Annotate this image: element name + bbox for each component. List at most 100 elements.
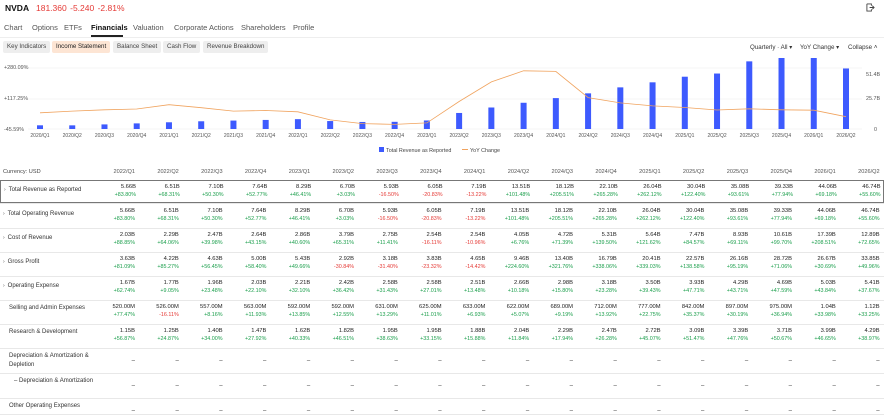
cell-yoy-change: +93.61%	[727, 192, 750, 198]
cell-value: 1.82B	[338, 328, 354, 334]
cell-value: 633.00M	[462, 304, 486, 310]
cell-yoy-change: +46.51%	[332, 336, 354, 342]
subtab-balance-sheet[interactable]: Balance Sheet	[113, 41, 162, 53]
cell-empty: –	[350, 408, 354, 414]
cell-yoy-change: -23.32%	[421, 264, 442, 270]
tab-profile[interactable]: Profile	[293, 23, 315, 32]
cell-yoy-change: +26.28%	[595, 336, 617, 342]
cell-yoy-change: +43.15%	[244, 240, 267, 246]
expand-chevron-icon[interactable]: ›	[3, 211, 5, 217]
x-axis-label: 2024/Q1	[546, 133, 565, 139]
cell-yoy-change: +84.57%	[682, 240, 705, 246]
cell-value: 4.29B	[864, 328, 880, 334]
cell-value: 39.33B	[774, 184, 793, 190]
chevron-down-icon: ▾	[789, 44, 793, 51]
change-mode-selector[interactable]: YoY Change ▾	[800, 44, 839, 51]
cell-value: 1.88B	[470, 328, 486, 334]
table-row[interactable]: › Total Operating Revenue 5.66B +83.80% 6.51…	[0, 205, 884, 228]
cell-yoy-change: +68.31%	[157, 216, 179, 222]
revenue-bar	[391, 121, 398, 129]
cell-value: 7.10B	[208, 184, 224, 190]
cell-yoy-change: +40.60%	[288, 240, 311, 246]
cell-yoy-change: +33.98%	[814, 312, 836, 318]
table-row[interactable]: Other Operating Expenses – – – – – – – – – – – – – – – –…	[0, 399, 884, 414]
tab-etfs[interactable]: ETFs	[64, 23, 82, 32]
tab-options[interactable]: Options	[32, 23, 58, 32]
cell-yoy-change: +24.87%	[157, 336, 179, 342]
cell-yoy-change: +37.67%	[858, 288, 880, 294]
expand-chevron-icon[interactable]: ›	[3, 259, 5, 265]
cell-value: 1.04B	[820, 304, 836, 310]
cell-yoy-change: +122.40%	[680, 192, 706, 198]
table-row[interactable]: Research & Development 1.15B +56.87% 1.25B +…	[0, 325, 884, 348]
cell-yoy-change: -13.22%	[465, 216, 486, 222]
subtab-revenue-breakdown[interactable]: Revenue Breakdown	[203, 41, 269, 53]
cell-value: 33.85B	[861, 256, 880, 262]
subtab-cash-flow[interactable]: Cash Flow	[163, 41, 201, 53]
row-label-text: Total Revenue as Reported	[8, 187, 82, 193]
table-row[interactable]: – Depreciation & Amortization – – – – – – – – – – –…	[0, 374, 884, 398]
tab-financials[interactable]: Financials	[91, 23, 128, 32]
expand-chevron-icon[interactable]: ›	[3, 235, 5, 241]
cell-value: 35.08B	[729, 208, 749, 214]
cell-yoy-change: +64.06%	[157, 240, 179, 246]
table-row[interactable]: Selling and Admin Expenses 520.00M +77.47%…	[0, 301, 884, 324]
column-header: 2024/Q3	[551, 169, 573, 175]
table-row[interactable]: › Total Revenue as Reported 5.66B +83.80% 6.…	[0, 180, 884, 203]
table-row[interactable]: Depreciation & Amortization & Depletion –…	[0, 349, 884, 373]
cell-empty: –	[613, 383, 617, 389]
tab-corporate-actions[interactable]: Corporate Actions	[174, 23, 234, 32]
cell-value: 592.00M	[287, 304, 311, 310]
cell-yoy-change: +47.71%	[682, 288, 705, 294]
cell-empty: –	[832, 383, 836, 389]
cell-value: 1.15B	[119, 328, 135, 334]
cell-yoy-change: +55.60%	[859, 192, 881, 198]
cell-empty: –	[175, 383, 179, 389]
subtab-income-statement[interactable]: Income Statement	[52, 41, 111, 53]
cell-yoy-change: +138.58%	[679, 264, 705, 270]
cell-yoy-change: +262.12%	[637, 192, 662, 198]
cell-value: 1.96B	[207, 280, 223, 286]
table-row[interactable]: › Cost of Revenue 2.03B +88.85% 2.29B +64.06%…	[0, 229, 884, 252]
cell-value: 1.62B	[295, 328, 311, 334]
left-axis-tick-top: +280.09%	[4, 65, 29, 71]
cell-empty: –	[569, 383, 573, 389]
cell-yoy-change: +93.61%	[726, 216, 749, 222]
period-selector[interactable]: Quarterly · All ▾	[750, 44, 792, 51]
cell-yoy-change: +10.18%	[507, 288, 530, 294]
column-header: 2025/Q2	[682, 169, 705, 175]
cell-yoy-change: +33.25%	[858, 312, 880, 318]
cell-yoy-change: +77.47%	[113, 312, 135, 318]
row-label: – Depreciation & Amortization	[14, 377, 104, 386]
exit-icon[interactable]	[866, 3, 875, 12]
cell-value: 26.04B	[643, 184, 662, 190]
table-row[interactable]: › Operating Expense 1.67B +62.74% 1.77B +9.05…	[0, 277, 884, 300]
revenue-bar	[262, 119, 269, 129]
cell-value: 2.54B	[426, 232, 442, 238]
tab-chart[interactable]: Chart	[4, 23, 23, 32]
cell-yoy-change: +39.98%	[201, 240, 223, 246]
cell-yoy-change: +338.06%	[592, 264, 617, 270]
cell-empty: –	[175, 358, 179, 364]
tab-valuation[interactable]: Valuation	[133, 23, 164, 32]
revenue-bar	[423, 120, 430, 129]
cell-empty: –	[263, 408, 267, 414]
tab-shareholders[interactable]: Shareholders	[241, 23, 286, 32]
cell-yoy-change: -16.50%	[378, 192, 399, 198]
left-axis-tick-mid: +117.25%	[4, 96, 28, 102]
cell-value: 4.65B	[470, 256, 486, 262]
expand-chevron-icon[interactable]: ›	[4, 187, 6, 193]
table-row[interactable]: › Gross Profit 3.63B +81.09% 4.22B +85.27% 4.6…	[0, 253, 884, 276]
cell-empty: –	[744, 358, 749, 364]
cell-value: 2.47B	[601, 328, 617, 334]
collapse-toggle[interactable]: Collapse ˄	[848, 44, 877, 51]
cell-value: 563.00M	[243, 304, 267, 310]
cell-empty: –	[219, 358, 223, 364]
cell-value: 4.69B	[776, 280, 792, 286]
revenue-bar	[520, 102, 527, 129]
chart-grid	[28, 67, 862, 130]
subtab-key-indicators[interactable]: Key Indicators	[3, 41, 51, 53]
expand-chevron-icon[interactable]: ›	[3, 283, 5, 289]
cell-value: 18.12B	[554, 208, 573, 214]
cell-value: 22.10B	[598, 208, 617, 214]
